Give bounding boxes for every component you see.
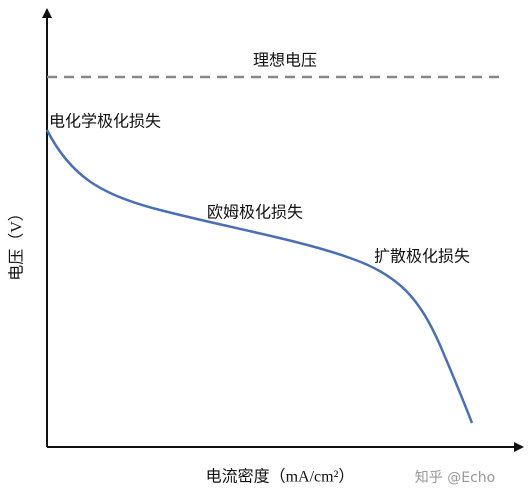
x-axis-label: 电流密度（mA/cm²） [206,468,355,486]
ideal-voltage-label: 理想电压 [253,52,317,70]
activation-label: 电化学极化损失 [49,113,161,131]
watermark: 知乎 @Echo [415,469,495,486]
y-axis-label: 电压（V） [8,205,26,281]
concentration-label: 扩散极化损失 [374,248,470,266]
ohmic-label: 欧姆极化损失 [207,204,303,222]
polarization-curve [45,129,474,424]
